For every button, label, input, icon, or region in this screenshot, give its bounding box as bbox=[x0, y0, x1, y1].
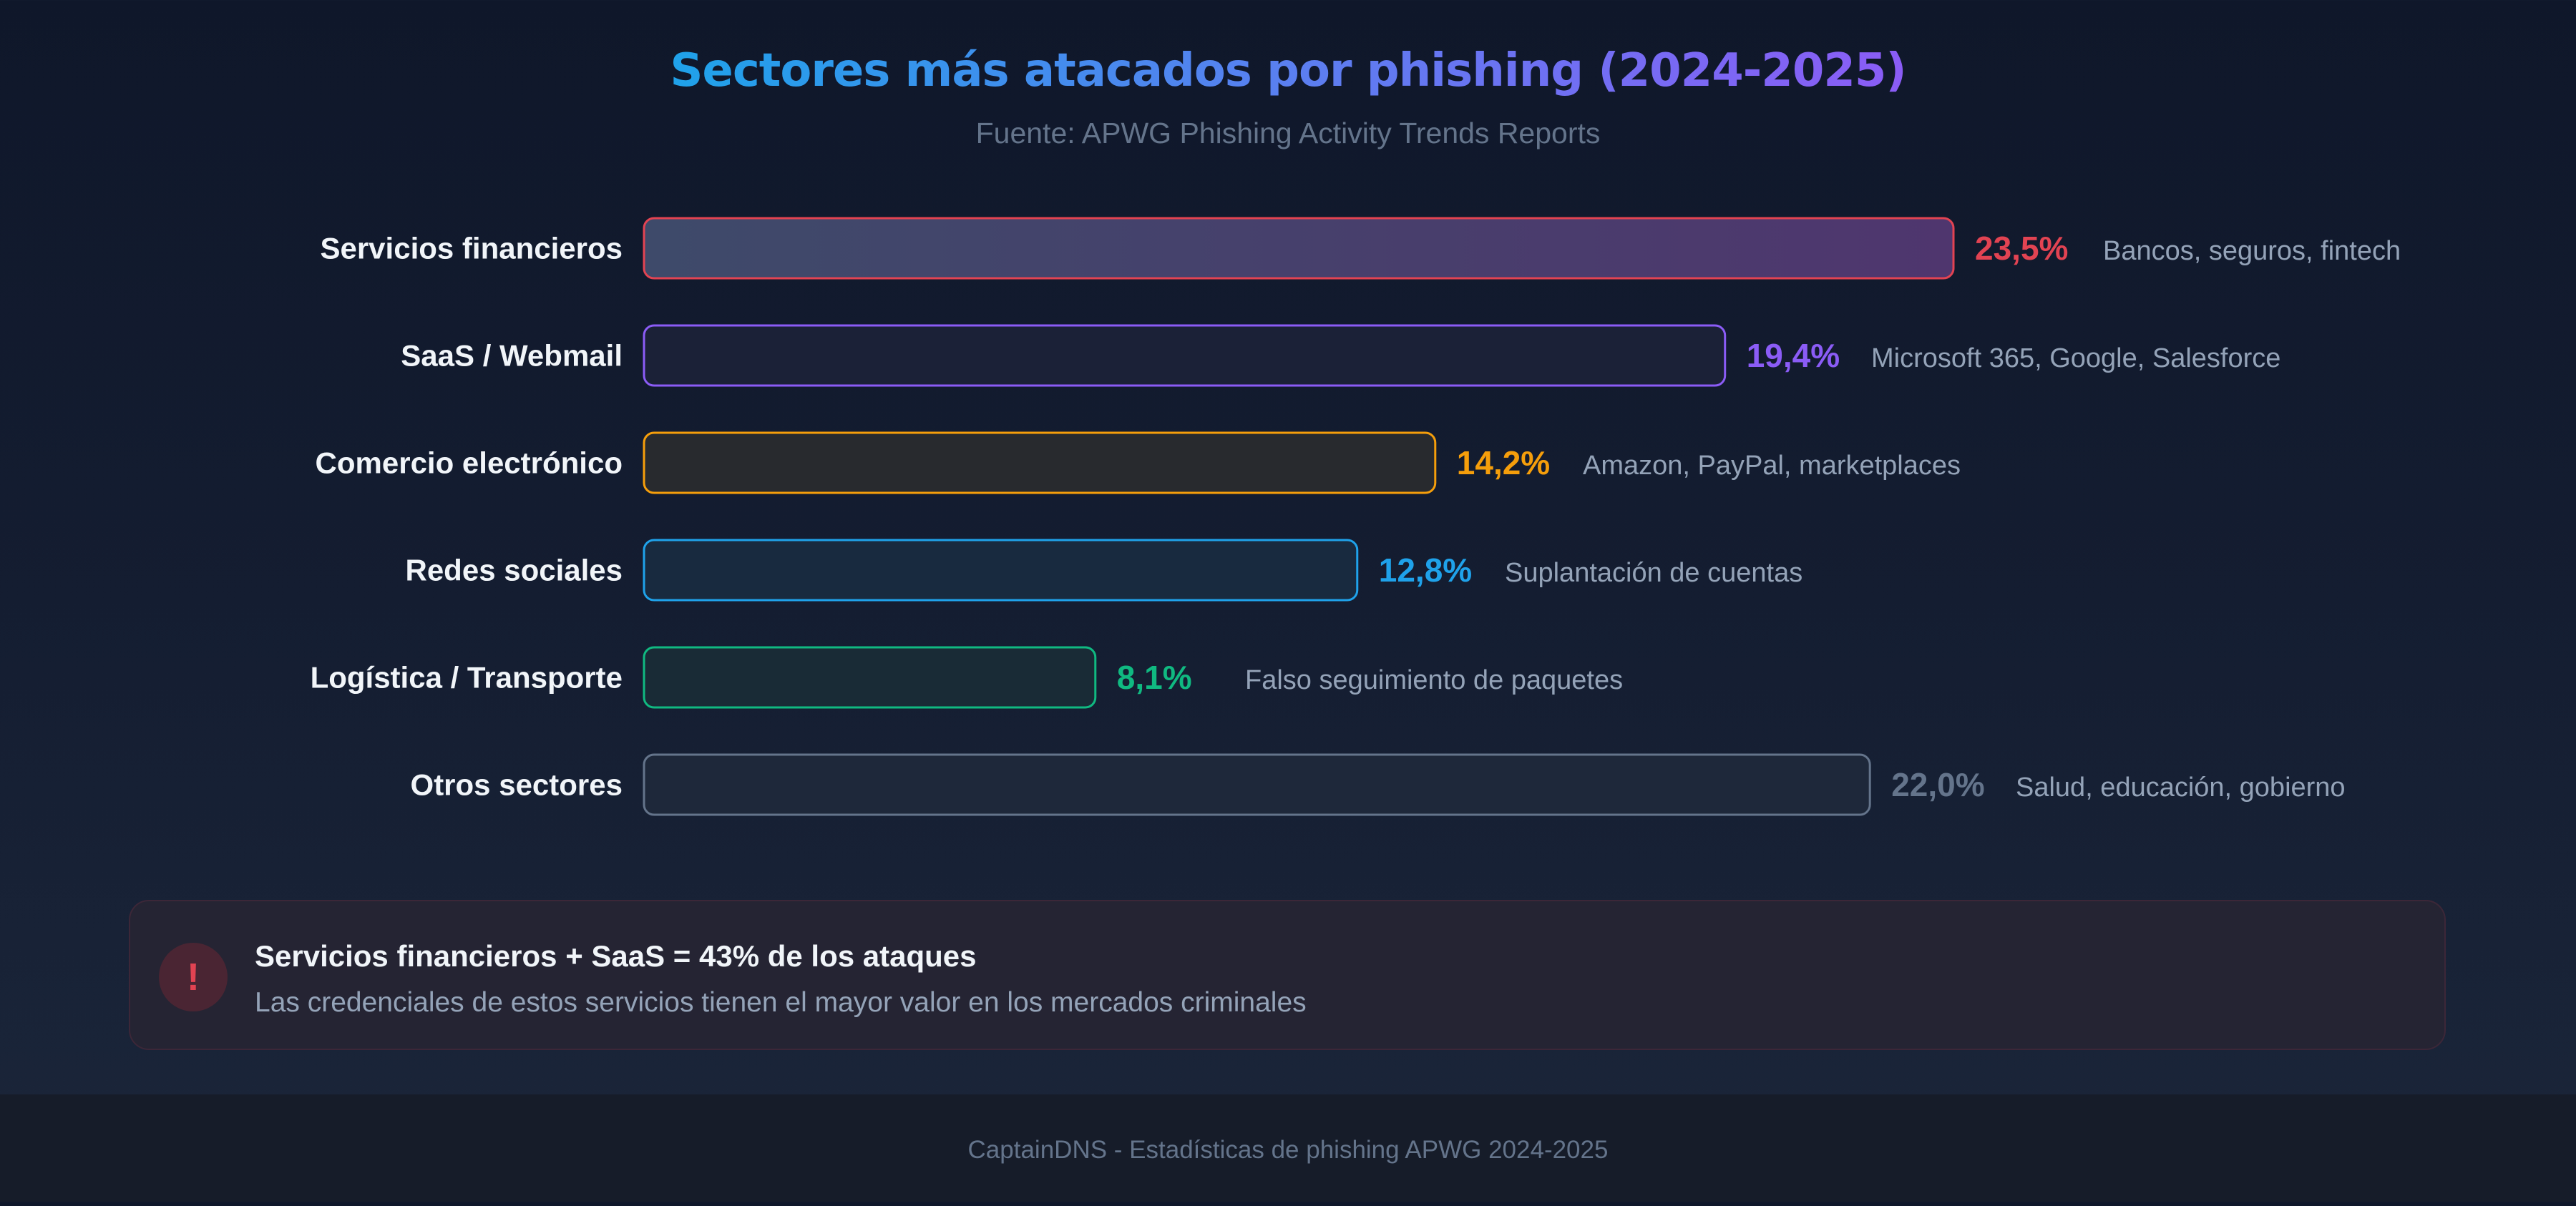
description-label: Suplantación de cuentas bbox=[1505, 558, 1802, 588]
bar bbox=[643, 539, 1359, 602]
description-label: Salud, educación, gobierno bbox=[2016, 773, 2346, 803]
value-label: 22,0% bbox=[1891, 766, 1984, 803]
bar-chart: Servicios financieros 23,5% Bancos, seguro… bbox=[311, 217, 2401, 816]
value-label: 19,4% bbox=[1747, 337, 1840, 374]
description-label: Microsoft 365, Google, Salesforce bbox=[1871, 343, 2280, 373]
description-label: Bancos, seguros, fintech bbox=[2103, 236, 2401, 266]
bar bbox=[643, 217, 1955, 280]
chart-title: Sectores más atacados por phishing (2024… bbox=[670, 44, 1906, 97]
category-label: Logística / Transporte bbox=[311, 661, 623, 695]
bar bbox=[643, 431, 1437, 494]
bar bbox=[643, 753, 1871, 816]
value-label: 23,5% bbox=[1975, 230, 2068, 267]
alert-icon: ! bbox=[159, 943, 228, 1011]
callout-text: Las credenciales de estos servicios tien… bbox=[255, 987, 1307, 1018]
category-label: SaaS / Webmail bbox=[401, 339, 623, 373]
value-label: 14,2% bbox=[1457, 444, 1550, 481]
bar bbox=[643, 646, 1097, 709]
chart-subtitle: Fuente: APWG Phishing Activity Trends Re… bbox=[975, 117, 1601, 149]
category-label: Servicios financieros bbox=[320, 232, 623, 265]
value-label: 8,1% bbox=[1117, 659, 1192, 696]
category-label: Comercio electrónico bbox=[316, 446, 623, 480]
description-label: Amazon, PayPal, marketplaces bbox=[1583, 451, 1961, 481]
category-label: Otros sectores bbox=[411, 768, 623, 802]
callout-box: ! Servicios financieros + SaaS = 43% de … bbox=[129, 900, 2446, 1050]
footer-credit: CaptainDNS - Estadísticas de phishing AP… bbox=[0, 1094, 2576, 1202]
callout-title: Servicios financieros + SaaS = 43% de lo… bbox=[255, 939, 977, 973]
description-label: Falso seguimiento de paquetes bbox=[1245, 665, 1623, 695]
bar bbox=[643, 324, 1727, 387]
value-label: 12,8% bbox=[1379, 551, 1472, 589]
category-label: Redes sociales bbox=[405, 554, 623, 587]
